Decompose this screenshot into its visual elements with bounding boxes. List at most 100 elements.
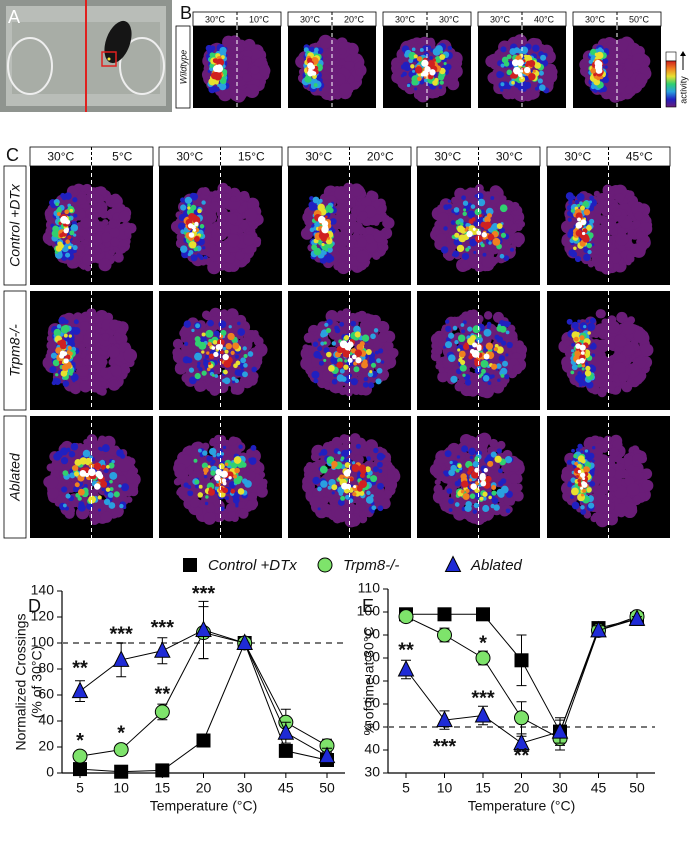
activity <box>635 73 648 86</box>
activity <box>113 491 120 498</box>
activity <box>187 206 191 210</box>
activity <box>356 250 369 263</box>
activity <box>64 209 70 215</box>
activity <box>524 66 531 74</box>
activity <box>246 499 258 511</box>
activity <box>216 452 221 457</box>
activity <box>326 351 332 358</box>
activity <box>63 358 69 364</box>
activity <box>230 489 236 494</box>
activity <box>347 341 354 348</box>
activity <box>224 227 231 235</box>
activity <box>337 310 344 318</box>
activity <box>195 323 201 329</box>
activity <box>234 467 240 474</box>
activity <box>210 470 216 476</box>
activity <box>197 361 201 366</box>
activity <box>74 482 80 488</box>
activity <box>65 493 71 499</box>
activity <box>359 320 372 332</box>
activity <box>250 65 260 75</box>
activity <box>85 329 93 337</box>
activity <box>70 383 82 395</box>
activity <box>318 354 323 360</box>
activity <box>323 358 327 362</box>
activity <box>507 71 512 75</box>
activity <box>88 437 97 446</box>
header-label: 50°C <box>629 14 650 24</box>
activity <box>241 41 249 48</box>
activity <box>248 457 253 463</box>
activity <box>208 487 213 491</box>
activity <box>69 208 74 213</box>
activity <box>124 229 132 237</box>
activity <box>327 255 335 262</box>
activity <box>186 357 193 364</box>
activity <box>318 338 322 342</box>
activity <box>60 457 69 465</box>
activity <box>339 368 345 374</box>
activity <box>534 62 541 69</box>
activity <box>127 483 138 495</box>
activity <box>238 508 249 519</box>
activity <box>221 208 228 215</box>
activity <box>194 336 201 343</box>
activity <box>410 52 415 57</box>
activity <box>620 51 629 60</box>
activity <box>113 252 124 263</box>
activity <box>524 63 529 68</box>
header-label: 40°C <box>534 14 555 24</box>
activity <box>374 350 379 355</box>
activity <box>349 221 361 233</box>
activity <box>109 379 119 389</box>
activity <box>118 484 122 488</box>
arrowhead <box>680 51 686 56</box>
activity <box>402 71 407 77</box>
activity <box>228 476 232 480</box>
header-label: 15°C <box>238 150 265 164</box>
activity <box>210 322 214 326</box>
activity <box>211 227 225 241</box>
activity <box>411 75 420 83</box>
activity <box>238 444 243 450</box>
activity <box>248 220 256 228</box>
activity <box>100 380 107 387</box>
activity <box>328 365 335 372</box>
activity <box>191 328 195 333</box>
panel-label: D <box>28 596 41 616</box>
activity <box>225 342 233 350</box>
activity <box>118 210 131 223</box>
activity <box>198 484 203 489</box>
row-label-box <box>175 25 191 109</box>
activity <box>544 70 558 83</box>
activity <box>325 204 332 212</box>
activity <box>593 78 601 86</box>
header-label: 30°C <box>205 14 226 24</box>
activity <box>318 360 324 366</box>
activity <box>55 202 59 207</box>
activity <box>370 195 377 202</box>
activity <box>344 59 355 71</box>
activity <box>420 72 425 77</box>
activity <box>202 463 207 467</box>
activity <box>65 239 70 244</box>
activity <box>303 332 315 343</box>
activity <box>219 350 224 355</box>
activity <box>321 220 329 227</box>
activity <box>196 364 201 369</box>
activity <box>511 59 519 67</box>
activity <box>519 76 526 83</box>
activity <box>416 88 430 103</box>
activity <box>55 373 59 377</box>
activity <box>187 198 193 203</box>
activity <box>538 70 544 76</box>
activity <box>108 336 116 344</box>
activity <box>93 462 102 470</box>
activity <box>244 208 258 222</box>
activity <box>228 325 232 329</box>
activity <box>58 221 62 226</box>
activity <box>522 87 527 92</box>
activity <box>59 350 66 356</box>
activity <box>197 448 202 453</box>
activity <box>354 331 361 338</box>
